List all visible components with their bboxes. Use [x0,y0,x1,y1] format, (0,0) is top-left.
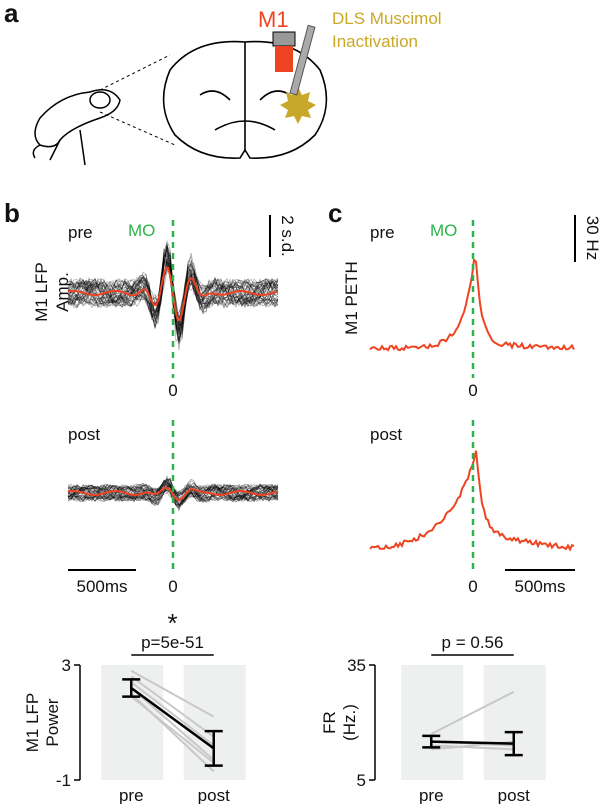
category-band [483,665,546,780]
y-label: M1 PETH [342,261,361,335]
scale-label: 500ms [76,577,127,596]
y-tick-label: 5 [357,771,366,790]
individual-line [430,690,515,735]
condition-label: pre [68,223,93,242]
single-trace [67,262,279,330]
y-label: Power [43,698,62,747]
peth-trace [369,257,575,352]
dls-site [280,87,316,124]
cannula [289,24,316,96]
individual-line [431,744,514,751]
y-tick-label: 3 [62,656,71,675]
single-trace [67,243,279,328]
panel-letter: b [4,198,20,228]
mouse-drawing [32,89,121,166]
m1-region [275,46,293,72]
p-value: p=5e-51 [141,633,204,652]
mean-line [130,686,215,750]
region-label: M1 [258,7,289,32]
single-trace [67,480,279,505]
condition-label: post [370,425,402,444]
scale-label: 500ms [514,577,565,596]
lfp-traces [67,475,279,512]
x-tick-label: pre [419,786,444,804]
condition-label: pre [370,223,395,242]
single-trace [67,239,279,317]
y-label: (Hz.) [340,704,359,741]
mean-line [431,740,514,745]
single-trace [67,257,279,333]
scale-label: 2 s.d. [278,215,297,257]
mean-trace [67,266,279,322]
y-label: Amp. [53,272,72,312]
single-trace [67,267,278,342]
single-trace [67,483,279,507]
y-tick-label: 35 [347,656,366,675]
individual-line [130,675,215,738]
scale-label: 30 Hz [583,216,600,260]
individual-line [130,669,215,718]
x-tick-label: post [498,786,530,804]
error-bar [422,734,441,749]
p-value: p = 0.56 [442,633,504,652]
y-tick-label: -1 [56,771,71,790]
individual-line [130,695,215,764]
individual-line [130,687,215,761]
x-tick-label: pre [119,786,144,804]
significance-star: * [167,608,177,638]
zero-label: 0 [468,577,477,596]
marker-label: MO [430,221,457,240]
condition-label: post [68,425,100,444]
panel-letter: a [4,0,19,28]
mean-trace [67,486,279,502]
zoom-lines [99,54,176,146]
error-bar [122,678,141,698]
zero-label: 0 [168,381,177,400]
single-trace [67,253,279,327]
single-trace [67,245,279,329]
individual-line [130,681,215,747]
error-bar [504,730,523,757]
single-trace [67,265,279,332]
y-label: FR [320,711,339,734]
electrode-drive [272,31,296,47]
peth-traces [369,257,575,552]
single-trace [67,244,279,327]
zero-label: 0 [168,577,177,596]
treatment-label: Inactivation [332,32,418,51]
y-label: M1 LFP [23,693,42,753]
x-tick-label: post [198,786,230,804]
brain-outline [162,40,328,159]
single-trace [67,251,279,323]
zero-label: 0 [468,381,477,400]
treatment-label: DLS Muscimol [332,9,442,28]
marker-label: MO [128,221,155,240]
single-trace [67,248,279,333]
panel-letter: c [328,198,342,228]
y-label: M1 LFP [32,262,51,322]
error-bar [204,729,223,767]
